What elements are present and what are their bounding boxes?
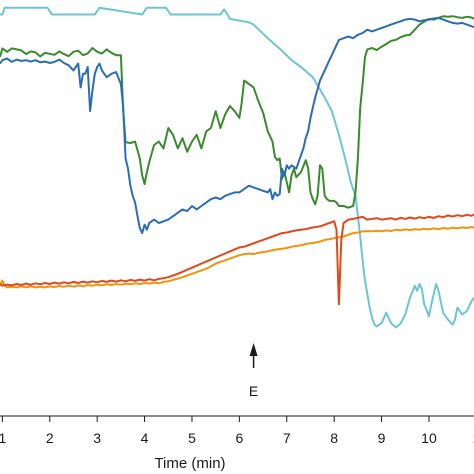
series-layer xyxy=(0,6,474,329)
series-line-4 xyxy=(0,226,474,289)
annotation-arrow-head xyxy=(249,343,258,356)
series-line-3 xyxy=(0,16,474,235)
series-line-1 xyxy=(0,6,474,329)
series-line-5 xyxy=(0,213,474,306)
annotation-label: E xyxy=(249,383,258,399)
x-tick-label: 8 xyxy=(330,430,338,446)
x-tick-label: 2 xyxy=(46,430,54,446)
x-axis-title: Time (min) xyxy=(154,455,225,472)
x-tick-label: 9 xyxy=(378,430,386,446)
x-tick-label: 3 xyxy=(93,430,101,446)
x-tick-label: 5 xyxy=(188,430,196,446)
x-tick-label: 1 xyxy=(0,430,6,446)
annotation: E xyxy=(249,343,258,399)
x-tick-label: 4 xyxy=(141,430,149,446)
x-tick-label: 7 xyxy=(283,430,291,446)
x-tick-label: 1 xyxy=(472,430,474,446)
x-axis-ticks: 1 2 3 4 5 6 7 8 9 10 1 xyxy=(0,416,474,446)
x-tick-label: 6 xyxy=(235,430,243,446)
x-tick-label: 10 xyxy=(421,430,437,446)
series-line-2 xyxy=(0,15,474,209)
